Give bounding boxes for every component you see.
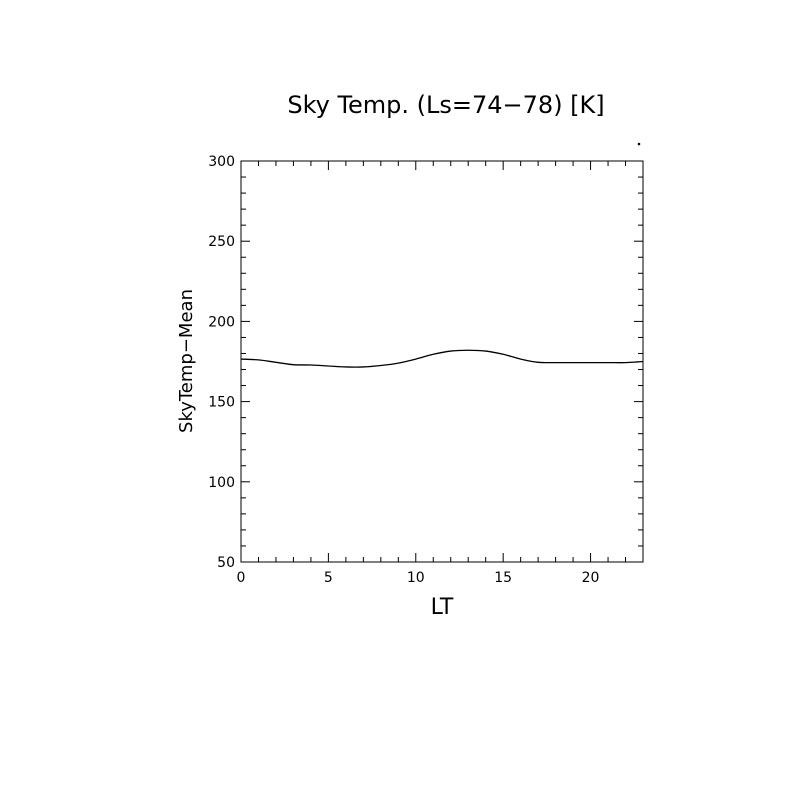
x-tick-label: 5 [324, 570, 333, 586]
x-tick-label: 15 [494, 570, 512, 586]
axis-ticks [240, 160, 644, 563]
y-tick-label: 150 [208, 395, 235, 411]
y-tick-label: 50 [217, 555, 235, 571]
y-tick-label: 250 [208, 234, 235, 250]
y-tick-label: 100 [208, 475, 235, 491]
y-tick-label: 200 [208, 314, 235, 330]
x-tick-label: 0 [237, 570, 246, 586]
x-axis-label: LT [431, 595, 454, 620]
x-tick-label: 20 [582, 570, 600, 586]
corner-dot [637, 142, 641, 146]
x-tick-label: 10 [407, 570, 425, 586]
y-axis-label: SkyTemp−Mean [176, 289, 197, 433]
chart-title: Sky Temp. (Ls=74−78) [K] [287, 91, 604, 119]
y-tick-label: 300 [208, 154, 235, 170]
series-line [240, 349, 644, 368]
tick-labels: 0 5 10 15 20 50 100 150 200 250 300 [208, 154, 599, 586]
